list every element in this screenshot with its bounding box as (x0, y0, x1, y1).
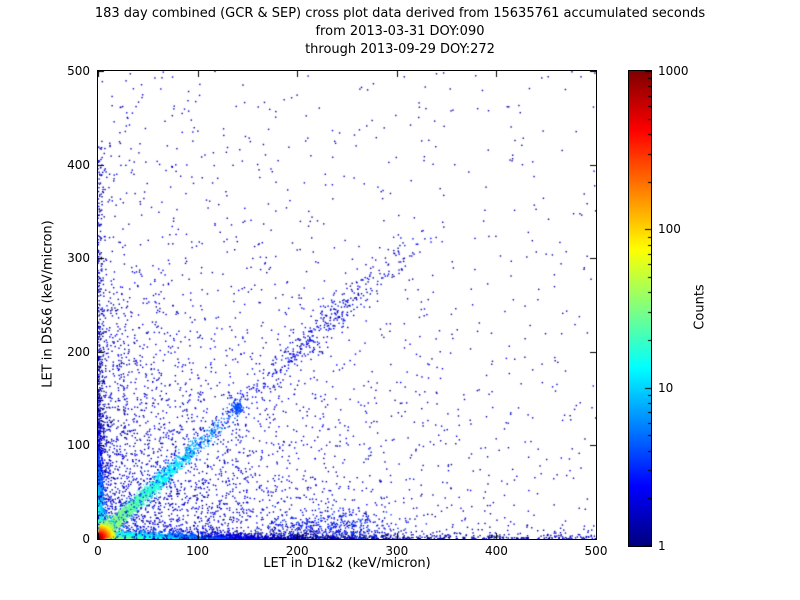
y-tick-label: 500 (67, 64, 90, 78)
scatter-plot-canvas (97, 70, 597, 540)
x-axis-label: LET in D1&2 (keV/micron) (263, 556, 431, 571)
chart-subtitle-from: from 2013-03-31 DOY:090 (315, 24, 485, 39)
colorbar-label: Counts (692, 284, 708, 330)
colorbar (628, 70, 652, 547)
y-tick-label: 200 (67, 344, 90, 359)
colorbar-tick-label: 10 (658, 380, 674, 395)
y-axis-label: LET in D5&6 (keV/micron) (40, 220, 56, 388)
colorbar-tick-label: 1 (658, 539, 666, 553)
x-tick-label: 0 (94, 544, 102, 558)
colorbar-tick-label: 100 (658, 222, 681, 237)
x-tick-label: 100 (186, 544, 210, 558)
colorbar-tick-label: 1000 (658, 64, 689, 78)
x-tick-label: 300 (385, 544, 409, 558)
y-tick-label: 400 (67, 157, 90, 172)
y-tick-label: 300 (67, 251, 90, 266)
chart-subtitle-through: through 2013-09-29 DOY:272 (305, 42, 495, 57)
chart-title: 183 day combined (GCR & SEP) cross plot … (94, 6, 706, 21)
x-tick-label: 200 (285, 544, 309, 558)
y-tick-label: 0 (82, 532, 90, 546)
y-tick-label: 100 (67, 438, 90, 453)
x-tick-label: 500 (584, 544, 608, 558)
x-tick-label: 400 (484, 544, 508, 558)
